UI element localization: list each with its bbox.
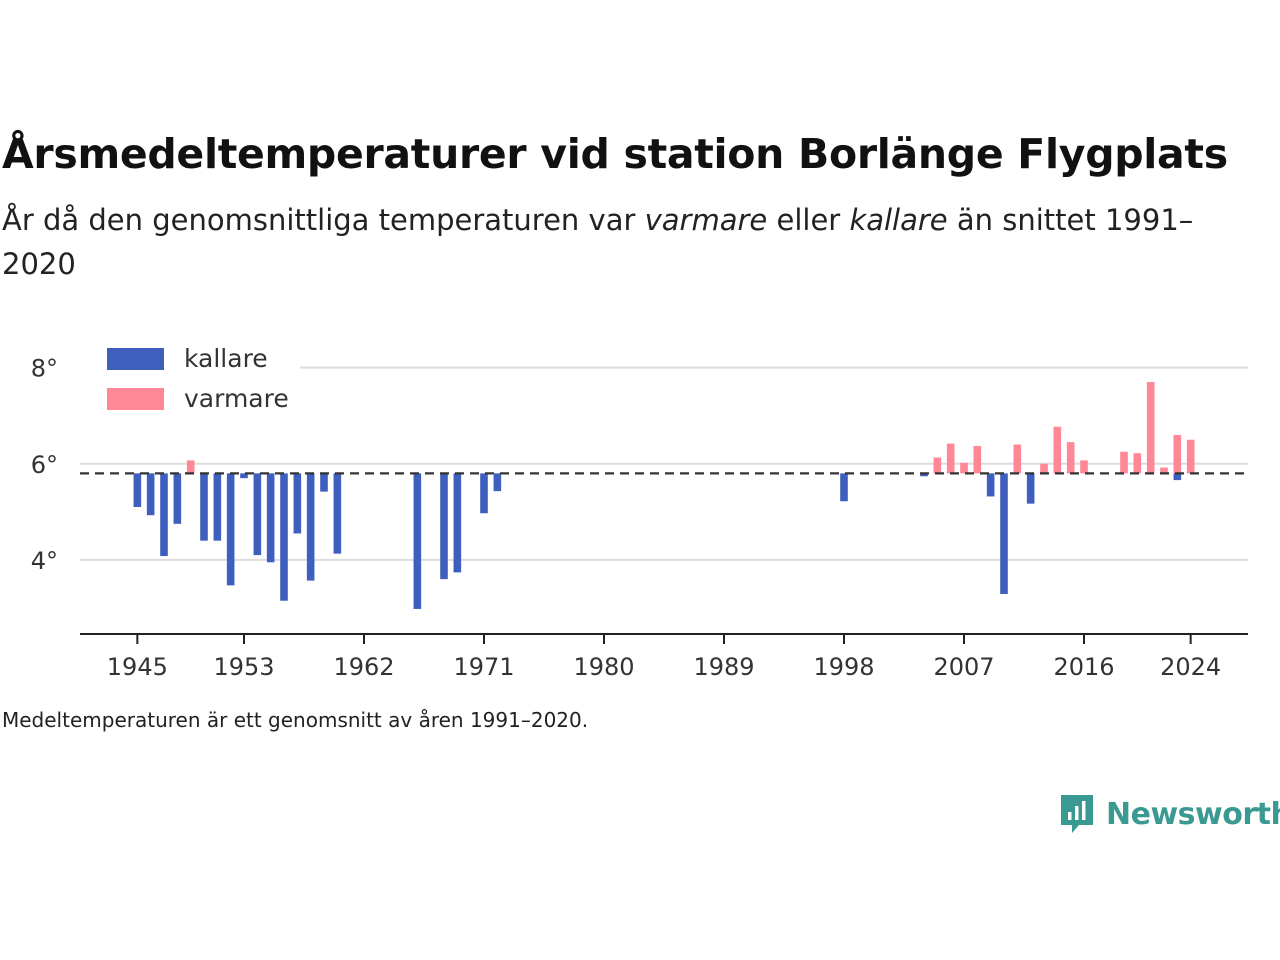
bar-kallare-1968 bbox=[440, 473, 448, 580]
chart-bubble-icon bbox=[1061, 795, 1093, 833]
y-tick-label-6: 6° bbox=[31, 451, 58, 479]
legend-swatch-kallare bbox=[107, 348, 164, 370]
footnote: Medeltemperaturen är ett genomsnitt av å… bbox=[2, 708, 589, 732]
bar-kallare-1953 bbox=[240, 473, 248, 479]
x-axis-ticks: 1945 1953 1962 1971 1980 1989 1998 2007 2016 2024 bbox=[107, 634, 1221, 681]
y-tick-label-4: 4° bbox=[31, 547, 58, 575]
x-tick-label-2007: 2007 bbox=[933, 653, 994, 681]
legend: kallare varmare bbox=[107, 344, 289, 413]
bar-kallare-1952 bbox=[226, 473, 235, 586]
bar-kallare-1951 bbox=[213, 473, 222, 541]
bar-varmare-2024 bbox=[1186, 439, 1195, 474]
bar-kallare-1945 bbox=[133, 473, 142, 508]
subtitle-emph-kallare: kallare bbox=[849, 203, 948, 237]
y-axis-tick-labels: 4° 6° 8° bbox=[31, 355, 58, 575]
bar-kallare-1960 bbox=[333, 473, 342, 554]
bar-varmare-2007 bbox=[960, 462, 968, 474]
bar-varmare-2021 bbox=[1146, 382, 1155, 474]
bar-kallare-2009 bbox=[986, 473, 995, 497]
legend-swatch-varmare bbox=[107, 388, 164, 410]
bar-varmare-2023 bbox=[1173, 434, 1182, 474]
bar-varmare-2019 bbox=[1120, 451, 1128, 474]
bar-varmare-2015 bbox=[1066, 442, 1075, 474]
subtitle-emph-varmare: varmare bbox=[644, 203, 768, 237]
x-tick-label-1980: 1980 bbox=[573, 653, 634, 681]
x-tick-label-1945: 1945 bbox=[107, 653, 168, 681]
bar-kallare-1956 bbox=[280, 473, 288, 601]
bar-kallare-1966 bbox=[413, 473, 422, 609]
x-tick-label-1962: 1962 bbox=[333, 653, 394, 681]
bars bbox=[133, 382, 1195, 609]
legend-label-varmare: varmare bbox=[184, 384, 289, 413]
bar-kallare-1957 bbox=[293, 473, 302, 534]
bar-varmare-2020 bbox=[1133, 453, 1142, 474]
bar-chart: 4° 6° 8° 1945 1953 1962 1971 1980 1989 1998 2007 2… bbox=[31, 344, 1248, 681]
x-tick-label-1989: 1989 bbox=[693, 653, 754, 681]
bar-kallare-1946 bbox=[146, 473, 155, 516]
chart-subtitle: År då den genomsnittliga temperaturen va… bbox=[2, 198, 1232, 286]
bar-kallare-1955 bbox=[266, 473, 275, 563]
bar-kallare-2023 bbox=[1173, 473, 1182, 481]
subtitle-part2: eller bbox=[767, 203, 850, 237]
bar-kallare-1969 bbox=[453, 473, 462, 573]
x-tick-label-1998: 1998 bbox=[813, 653, 874, 681]
x-tick-label-2016: 2016 bbox=[1053, 653, 1114, 681]
bar-kallare-1947 bbox=[160, 473, 168, 557]
bar-kallare-2004 bbox=[920, 473, 928, 477]
legend-label-kallare: kallare bbox=[184, 344, 268, 373]
x-tick-label-1953: 1953 bbox=[213, 653, 274, 681]
bar-kallare-1950 bbox=[200, 473, 208, 541]
bar-kallare-1958 bbox=[306, 473, 315, 581]
subtitle-part3: än snittet 1991–2020 bbox=[2, 203, 1194, 281]
bar-varmare-2022 bbox=[1160, 467, 1168, 474]
bar-kallare-1971 bbox=[480, 473, 488, 514]
bar-kallare-1948 bbox=[173, 473, 182, 524]
bar-kallare-2012 bbox=[1026, 473, 1035, 504]
bar-varmare-2011 bbox=[1013, 444, 1022, 474]
bar-varmare-1949 bbox=[186, 460, 195, 474]
bar-varmare-2006 bbox=[946, 443, 955, 474]
bar-kallare-1972 bbox=[493, 473, 502, 492]
bar-varmare-2016 bbox=[1080, 460, 1088, 474]
brand-logo[interactable]: Newsworthy bbox=[1058, 790, 1280, 838]
bar-kallare-1998 bbox=[840, 473, 848, 502]
subtitle-part1: År då den genomsnittliga temperaturen va… bbox=[2, 203, 645, 237]
y-tick-label-8: 8° bbox=[31, 355, 58, 383]
chart-title: Årsmedeltemperaturer vid station Borläng… bbox=[2, 130, 1228, 178]
bar-varmare-2013 bbox=[1040, 463, 1048, 474]
bar-kallare-1959 bbox=[320, 473, 328, 492]
x-tick-label-1971: 1971 bbox=[453, 653, 514, 681]
bar-kallare-1954 bbox=[253, 473, 262, 556]
bar-varmare-2014 bbox=[1053, 426, 1062, 474]
bar-varmare-2005 bbox=[933, 457, 942, 474]
bar-kallare-2010 bbox=[1000, 473, 1008, 595]
brand-name: Newsworthy bbox=[1106, 796, 1280, 832]
x-tick-label-2024: 2024 bbox=[1160, 653, 1221, 681]
bar-varmare-2008 bbox=[973, 445, 982, 474]
